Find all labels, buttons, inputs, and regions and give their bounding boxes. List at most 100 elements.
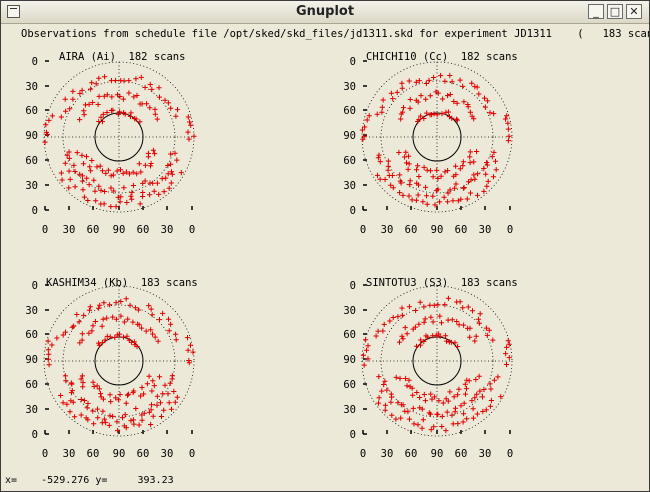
- scan-point: [79, 87, 85, 93]
- scan-point: [404, 383, 410, 389]
- scan-point: [97, 391, 104, 397]
- scan-point: [121, 185, 127, 191]
- scan-point: [124, 199, 130, 206]
- scan-point: [165, 391, 171, 397]
- scan-point: [449, 79, 455, 85]
- y-tick-label: 90: [25, 354, 38, 366]
- scan-point: [99, 323, 105, 329]
- scan-point: [145, 154, 151, 160]
- scan-point: [476, 373, 482, 379]
- scan-point: [503, 361, 510, 368]
- scan-point: [67, 106, 73, 112]
- scan-point: [43, 122, 49, 128]
- title-bar[interactable]: Gnuplot _ □ ✕: [1, 1, 649, 24]
- scan-point: [431, 302, 437, 308]
- minimize-button[interactable]: _: [588, 4, 604, 19]
- scan-point: [174, 394, 180, 400]
- scan-point: [430, 319, 436, 325]
- scan-point: [421, 391, 427, 398]
- scan-point: [100, 111, 106, 117]
- scan-point: [418, 337, 424, 343]
- scan-point: [438, 320, 445, 326]
- scan-point: [381, 321, 387, 327]
- scan-point: [168, 151, 174, 157]
- scan-point: [458, 403, 464, 409]
- x-tick-label: 60: [455, 224, 468, 236]
- scan-point: [96, 93, 102, 99]
- scan-point: [122, 111, 128, 117]
- maximize-button[interactable]: □: [607, 4, 623, 19]
- scan-point: [474, 391, 480, 397]
- scan-point: [464, 377, 470, 383]
- scan-point: [77, 117, 83, 123]
- scan-point: [184, 335, 191, 341]
- scan-point: [416, 117, 422, 123]
- scan-point: [108, 399, 114, 405]
- scan-point: [186, 136, 192, 142]
- x-tick-label: 60: [87, 224, 100, 236]
- scan-point: [396, 339, 403, 345]
- scan-point: [84, 405, 90, 411]
- scan-point: [106, 422, 112, 428]
- scan-point: [110, 413, 116, 419]
- scan-point: [49, 113, 55, 119]
- scan-point: [117, 93, 123, 100]
- close-button[interactable]: ✕: [626, 4, 642, 19]
- plot-canvas[interactable]: Observations from schedule file /opt/ske…: [1, 24, 650, 472]
- scan-point: [449, 115, 455, 121]
- scan-point: [467, 334, 473, 340]
- x-tick-label: 0: [507, 224, 513, 236]
- x-tick-label: 30: [63, 224, 76, 236]
- scan-point: [406, 78, 412, 84]
- scan-point: [78, 412, 84, 418]
- scan-point: [467, 149, 473, 155]
- scan-point: [134, 171, 140, 177]
- scan-point: [168, 321, 174, 327]
- scan-point: [469, 398, 475, 404]
- scan-point: [168, 105, 174, 111]
- scan-point: [360, 352, 366, 358]
- scan-point: [484, 159, 490, 166]
- scan-point: [146, 373, 152, 379]
- scan-point: [45, 347, 51, 353]
- scan-point: [398, 402, 404, 408]
- scan-point: [390, 185, 396, 191]
- scan-point: [139, 384, 145, 391]
- scan-point: [477, 311, 483, 317]
- y-tick-label: 60: [343, 379, 356, 391]
- scan-point: [376, 395, 382, 401]
- scan-point: [374, 111, 380, 117]
- scan-point: [461, 411, 467, 417]
- scan-point: [74, 150, 80, 156]
- scan-point: [165, 162, 171, 169]
- scan-point: [118, 194, 124, 200]
- scan-point: [463, 386, 470, 392]
- scan-point: [442, 302, 448, 308]
- scan-point: [390, 314, 396, 321]
- scan-point: [395, 400, 401, 406]
- x-tick-label: 30: [161, 224, 174, 236]
- scan-point: [443, 396, 449, 402]
- scan-point: [428, 314, 434, 320]
- y-tick-label: 0: [350, 429, 356, 441]
- y-value: 393.23: [137, 475, 174, 486]
- scan-point: [142, 84, 148, 91]
- scan-point: [445, 168, 451, 174]
- scan-point: [150, 147, 156, 153]
- scan-point: [60, 400, 66, 406]
- scan-point: [133, 76, 139, 82]
- scan-point: [138, 74, 144, 80]
- x-tick-label: 30: [479, 224, 492, 236]
- scan-point: [49, 342, 55, 348]
- scan-point: [406, 416, 413, 422]
- scan-point: [427, 302, 433, 308]
- scan-point: [86, 330, 92, 336]
- scan-point: [123, 296, 129, 302]
- window-menu-icon[interactable]: [7, 5, 20, 18]
- scan-point: [117, 167, 124, 173]
- scan-point: [362, 124, 368, 130]
- scan-point: [426, 77, 432, 83]
- scan-point: [385, 163, 391, 169]
- y-tick-label: 60: [25, 105, 38, 117]
- scan-point: [72, 168, 78, 175]
